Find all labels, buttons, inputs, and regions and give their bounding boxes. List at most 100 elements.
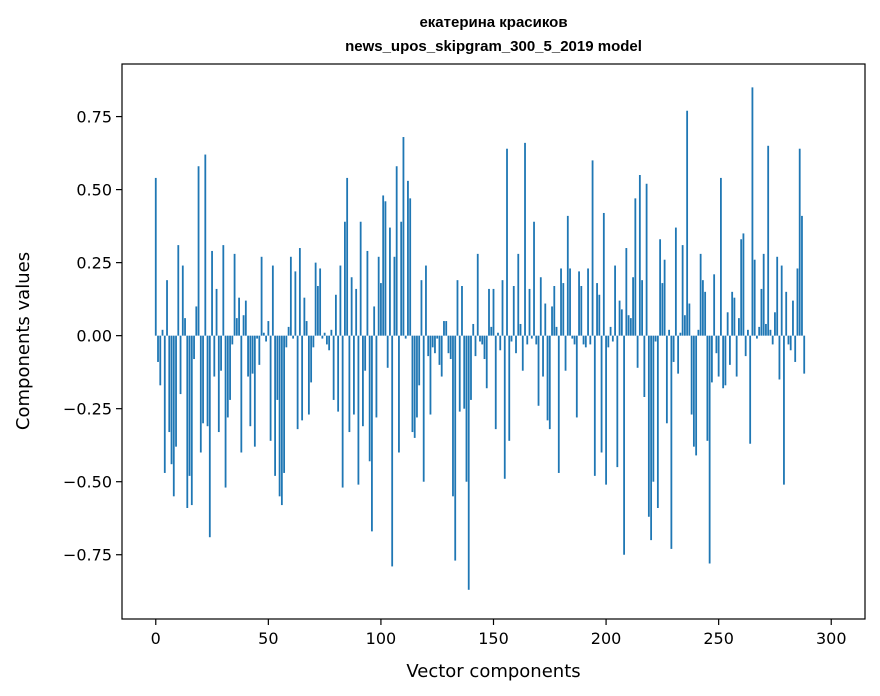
bar [463, 335, 466, 409]
bar [305, 321, 308, 336]
bar [271, 265, 274, 336]
bar [280, 335, 283, 506]
bar [276, 335, 279, 400]
bar [181, 265, 184, 336]
bar [438, 335, 441, 365]
bar [533, 221, 535, 336]
bar [411, 335, 414, 433]
bar [265, 335, 267, 342]
x-tick-label: 100 [366, 629, 397, 648]
bar [235, 318, 238, 336]
bar [312, 335, 315, 348]
bar [758, 326, 761, 336]
bar [726, 312, 729, 336]
bar [690, 335, 693, 415]
bar [564, 335, 567, 371]
bar [202, 335, 204, 424]
bar [283, 335, 286, 473]
bar [670, 335, 673, 549]
bar [724, 335, 727, 386]
bar [330, 329, 333, 336]
bar [783, 335, 785, 485]
bar [701, 280, 704, 336]
bar [706, 335, 709, 441]
bar [765, 323, 767, 336]
bar [380, 283, 382, 336]
bar [400, 221, 403, 336]
bar [589, 335, 592, 345]
bar [413, 335, 416, 438]
bar [215, 288, 218, 336]
bar [310, 335, 313, 383]
bar [560, 268, 562, 336]
y-tick-label: −0.25 [63, 400, 112, 419]
bar [436, 335, 439, 339]
bar [636, 335, 639, 368]
bar [348, 335, 351, 433]
bar [492, 288, 495, 336]
bar [159, 335, 162, 386]
bar [382, 195, 385, 336]
bar [792, 300, 794, 336]
bar [638, 175, 641, 336]
bar [258, 335, 261, 365]
bar [490, 326, 493, 336]
bar [501, 280, 504, 336]
bar [170, 335, 173, 465]
y-tick-label: 0.50 [76, 181, 112, 200]
bar [157, 335, 159, 362]
bar [456, 280, 459, 336]
bar [735, 335, 738, 377]
bar [168, 335, 171, 433]
bar [344, 221, 346, 336]
bar [296, 335, 299, 430]
bar [569, 268, 571, 336]
bar [373, 306, 376, 336]
bar [600, 335, 603, 453]
bar [208, 335, 211, 538]
bar [337, 335, 340, 412]
bar [632, 277, 634, 336]
bar [578, 271, 580, 336]
bar [422, 335, 425, 482]
bar [467, 335, 470, 590]
x-tick-label: 50 [258, 629, 278, 648]
bar [512, 286, 515, 336]
bar [247, 335, 249, 377]
bar [154, 177, 157, 336]
bar [355, 288, 358, 336]
bar [562, 283, 565, 336]
bar [328, 335, 331, 351]
bar [307, 335, 310, 415]
bar [506, 148, 508, 336]
x-tick-label: 250 [703, 629, 734, 648]
bar [654, 335, 657, 342]
bar [449, 335, 452, 360]
bar [213, 335, 216, 377]
bar [625, 248, 628, 336]
bar [479, 335, 481, 342]
bar [359, 221, 362, 336]
bar [566, 215, 569, 336]
bar [402, 137, 405, 336]
bar [776, 256, 779, 336]
bar [591, 160, 594, 336]
chart-title-line-2: news_upos_skipgram_300_5_2019 model [345, 38, 642, 55]
bar [289, 256, 292, 336]
bar [679, 332, 682, 336]
bar [753, 259, 756, 336]
y-axis: −0.75 −0.50 −0.25 0.00 0.25 0.50 0.75 [63, 108, 122, 565]
x-tick-label: 200 [591, 629, 622, 648]
bar [537, 335, 540, 406]
bar [580, 286, 583, 336]
bar [665, 335, 668, 424]
bar [346, 177, 349, 336]
bar [620, 309, 623, 336]
bar [778, 335, 781, 380]
bar [193, 335, 195, 360]
bar [177, 245, 180, 336]
bar [528, 288, 531, 336]
bar [695, 335, 698, 456]
bar [452, 335, 454, 497]
bar [357, 335, 360, 485]
